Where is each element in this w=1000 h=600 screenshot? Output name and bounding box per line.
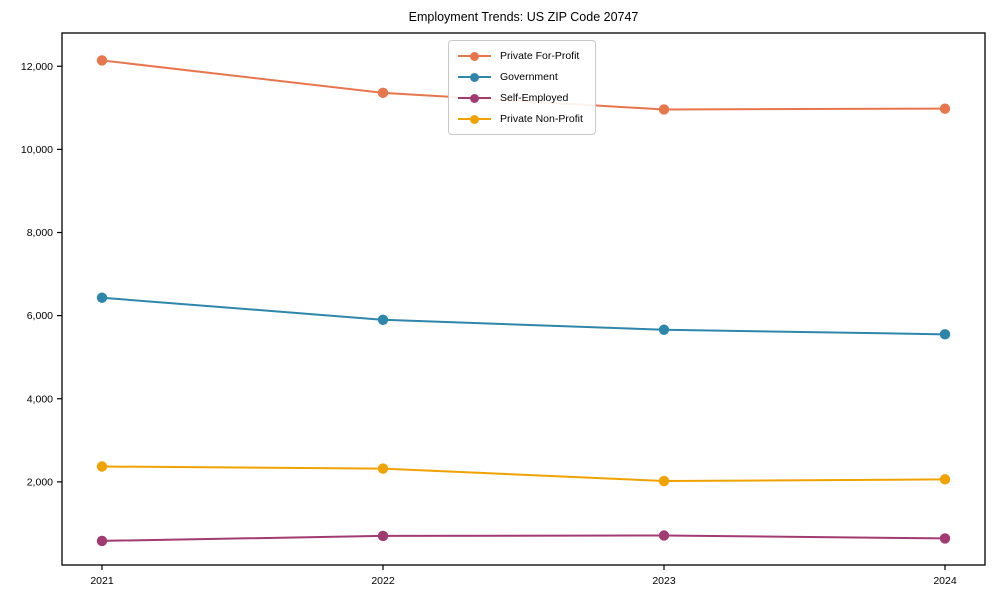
data-point-private-non-profit-2024 xyxy=(939,474,951,485)
plot-frame xyxy=(61,32,986,566)
legend: Private For-Profit Government Self-Emplo… xyxy=(448,40,596,135)
y-tick-label: 6,000 xyxy=(27,310,53,322)
x-tick-label: 2021 xyxy=(90,575,114,587)
y-tick-label: 8,000 xyxy=(27,227,53,239)
data-point-private-non-profit-2023 xyxy=(658,475,670,487)
data-point-private-non-profit-2021 xyxy=(96,461,108,472)
legend-marker-line xyxy=(458,114,491,124)
data-point-self-employed-2021 xyxy=(96,535,108,547)
series-line-private-non-profit xyxy=(101,465,946,483)
series-line-government xyxy=(101,296,946,336)
y-tick-label: 4,000 xyxy=(27,393,53,405)
legend-marker-dot xyxy=(470,51,479,61)
series-line-self-employed xyxy=(101,534,946,542)
data-point-government-2021 xyxy=(96,292,108,303)
data-point-private-for-profit-2024 xyxy=(939,103,951,114)
y-tick-label: 2,000 xyxy=(27,476,53,488)
legend-marker-dot xyxy=(470,93,479,103)
legend-marker-line xyxy=(458,72,491,82)
y-tick-label: 12,000 xyxy=(21,61,53,73)
data-point-private-for-profit-2021 xyxy=(96,55,108,66)
legend-item-private-for-profit: Private For-Profit xyxy=(458,48,583,64)
data-point-government-2022 xyxy=(377,314,389,325)
data-point-government-2024 xyxy=(939,329,951,340)
data-point-self-employed-2022 xyxy=(377,530,389,542)
legend-marker-line xyxy=(458,93,491,103)
data-point-self-employed-2023 xyxy=(658,530,670,541)
legend-label: Government xyxy=(500,71,558,83)
legend-marker-dot xyxy=(470,114,479,124)
chart-title: Employment Trends: US ZIP Code 20747 xyxy=(408,10,639,24)
data-point-private-for-profit-2022 xyxy=(377,87,389,99)
x-tick-label: 2023 xyxy=(652,575,676,587)
legend-marker-dot xyxy=(470,72,479,82)
y-tick-label: 10,000 xyxy=(21,144,53,156)
legend-item-self-employed: Self-Employed xyxy=(458,90,583,106)
data-point-private-non-profit-2022 xyxy=(377,463,389,474)
legend-label: Private Non-Profit xyxy=(500,113,583,125)
x-tick-label: 2024 xyxy=(933,575,957,587)
legend-label: Self-Employed xyxy=(500,92,569,104)
data-point-self-employed-2024 xyxy=(939,533,951,544)
legend-item-private-non-profit: Private Non-Profit xyxy=(458,111,583,127)
legend-marker-line xyxy=(458,51,491,61)
x-tick-label: 2022 xyxy=(371,575,395,587)
legend-label: Private For-Profit xyxy=(500,50,580,62)
legend-item-government: Government xyxy=(458,69,583,85)
data-point-private-for-profit-2023 xyxy=(658,104,670,115)
data-point-government-2023 xyxy=(658,324,670,335)
